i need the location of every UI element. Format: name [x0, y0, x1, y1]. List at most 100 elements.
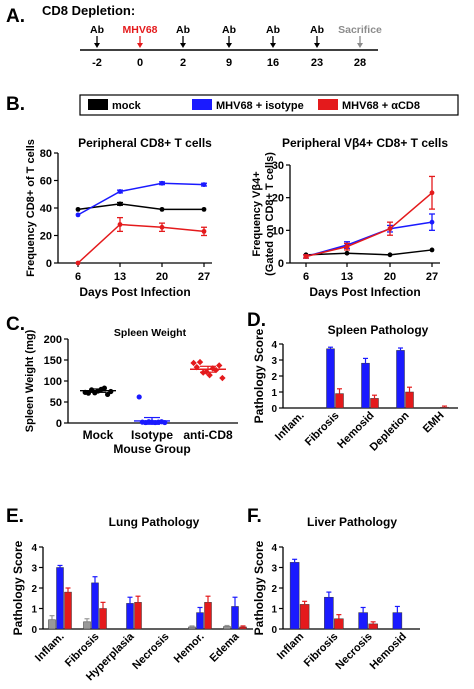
y-axis-label: Frequency CD8+ of T cells	[25, 139, 37, 277]
data-point	[85, 390, 91, 396]
data-point	[219, 374, 226, 382]
x-tick-label: 13	[341, 271, 353, 283]
panel-label-a: A.	[6, 6, 25, 27]
bar	[231, 606, 239, 630]
data-point	[344, 250, 350, 256]
line-chart-B1: Peripheral CD8+ T cells 0 20 40 60 80 6 13 20 27 D…	[25, 136, 212, 299]
series-line	[77, 182, 205, 216]
y-tick-label: 1	[31, 605, 37, 616]
x-axis-label: Days Post Infection	[79, 285, 190, 299]
y-tick-label: 3	[31, 564, 37, 575]
bar	[335, 393, 344, 409]
bar	[299, 604, 310, 630]
timeline-arrow-head	[180, 43, 186, 48]
y-tick-label: 0	[271, 625, 277, 636]
y-axis-label: Pathology Score	[252, 540, 266, 635]
timeline-event-label: Ab	[222, 24, 236, 36]
y-axis-label: Pathology Score	[252, 328, 266, 423]
data-point	[387, 226, 393, 232]
data-point	[212, 366, 220, 374]
legend-item-label: mock	[112, 100, 142, 112]
chart-title: Liver Pathology	[307, 515, 397, 529]
bar	[440, 406, 449, 409]
series-line	[305, 221, 433, 258]
y-tick-label: 30	[272, 160, 284, 172]
timeline-day-label: 2	[180, 57, 186, 69]
y-tick-label: 0	[31, 625, 37, 636]
legend-box	[79, 94, 459, 116]
timeline-day-label: 9	[226, 57, 232, 69]
data-point	[117, 201, 123, 207]
bar	[368, 623, 378, 630]
legend: mock MHV68 + isotype MHV68 + αCD8	[79, 94, 459, 116]
data-point	[201, 206, 207, 212]
x-tick-label: Isotype	[131, 428, 173, 442]
panel-label-f: F.	[247, 506, 262, 527]
timeline-day-label: 28	[354, 57, 366, 69]
y-tick-label: 4	[271, 340, 277, 351]
timeline-event-label: Ab	[176, 24, 190, 36]
x-axis-label: Mouse Group	[113, 442, 190, 456]
timeline-day-label: 0	[137, 57, 143, 69]
bar	[99, 608, 107, 630]
y-tick-label: 0	[46, 258, 52, 270]
data-point	[344, 244, 350, 250]
data-point	[196, 358, 204, 366]
timeline-panel: CD8 Depletion: Ab -2 MHV68 0 Ab 2 Ab 9 Ab 16 Ab 23 S…	[42, 3, 382, 69]
x-tick-label: Hemor.	[172, 631, 207, 666]
data-point	[117, 222, 123, 227]
x-tick-label: Inflam	[275, 630, 307, 662]
y-tick-label: 150	[44, 355, 62, 367]
y-tick-label: 4	[271, 543, 277, 554]
bar-chart-E: Lung Pathology01234Inflam.FibrosisHyperp…	[11, 515, 253, 683]
timeline-arrow-head	[357, 43, 363, 48]
y-tick-label: 0	[56, 418, 62, 430]
data-point	[429, 219, 435, 225]
data-point	[201, 182, 207, 188]
timeline-event-label: Ab	[266, 24, 280, 36]
panel-label-b: B.	[6, 94, 25, 115]
timeline-day-label: 23	[311, 57, 323, 69]
x-tick-label: 6	[75, 271, 81, 283]
bar	[326, 348, 335, 409]
x-tick-label: 27	[198, 271, 210, 283]
line-chart-B2: Peripheral Vβ4+ CD8+ T cells 0 10 20 30 6 13 20…	[251, 136, 448, 299]
bar	[405, 391, 414, 409]
data-point	[387, 252, 393, 258]
data-point	[108, 388, 114, 395]
scatter-chart-C: Spleen Weight 0 50 100 150 200 Mock Isotype anti…	[24, 327, 238, 456]
x-tick-label: Inflam.	[273, 410, 307, 444]
bar	[392, 612, 403, 630]
y-tick-label: 1	[271, 605, 277, 616]
x-tick-label: anti-CD8	[183, 428, 233, 442]
timeline-arrow-head	[94, 43, 100, 48]
legend-item-label: MHV68 + isotype	[216, 100, 304, 112]
bar	[204, 602, 212, 630]
bar	[334, 618, 344, 630]
y-tick-label: 2	[31, 584, 37, 595]
bar-chart-D: Spleen Pathology01234Inflam.FibrosisHemo…	[252, 323, 458, 454]
data-point	[159, 224, 165, 230]
panel-label-d: D.	[247, 310, 266, 331]
x-tick-label: Inflam.	[33, 631, 67, 665]
timeline-arrow-head	[137, 43, 143, 48]
bar	[361, 362, 370, 409]
legend-swatch	[318, 99, 338, 110]
bar-chart-F: Liver Pathology01234InflamFibrosisNecros…	[252, 515, 420, 672]
bar	[56, 567, 64, 630]
timeline-event-label: MHV68	[122, 24, 157, 36]
chart-title: Peripheral Vβ4+ CD8+ T cells	[282, 136, 448, 150]
data-point	[429, 247, 435, 253]
data-point	[159, 180, 165, 186]
panel-label-e: E.	[6, 506, 24, 527]
y-tick-label: 2	[271, 372, 277, 383]
x-tick-label: Necrosis	[333, 631, 374, 672]
chart-title: Peripheral CD8+ T cells	[78, 136, 212, 150]
y-tick-label: 3	[271, 564, 277, 575]
data-point	[136, 394, 142, 400]
y-axis-label: Frequency Vβ4+	[251, 171, 263, 256]
x-tick-label: 13	[114, 271, 126, 283]
bar	[396, 350, 405, 409]
